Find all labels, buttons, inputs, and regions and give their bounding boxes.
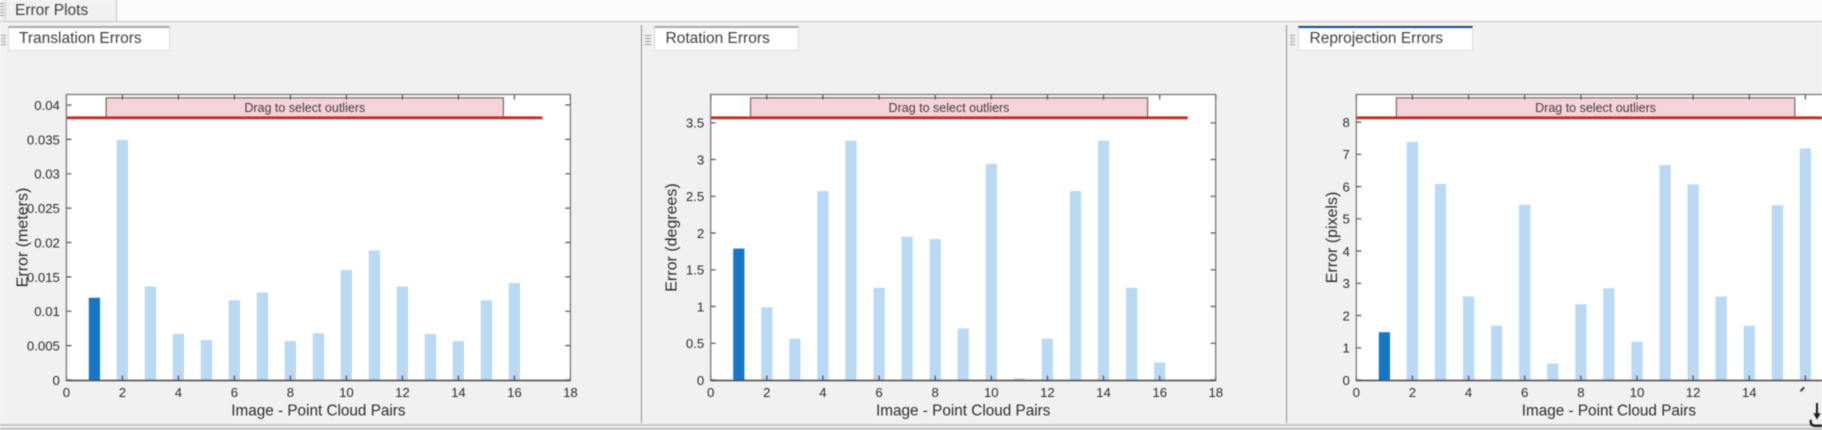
svg-text:0: 0 [1353,385,1360,400]
svg-text:2: 2 [763,385,770,400]
svg-text:0.5: 0.5 [686,336,704,351]
svg-text:3: 3 [697,152,704,167]
svg-text:2: 2 [119,385,126,400]
svg-text:6: 6 [1342,180,1349,195]
svg-text:2: 2 [1409,385,1416,400]
svg-text:0.015: 0.015 [27,270,60,285]
svg-text:16: 16 [507,385,522,400]
svg-text:8: 8 [287,385,294,400]
svg-text:18: 18 [563,385,578,400]
svg-text:0: 0 [1342,373,1349,388]
svg-text:Drag to select outliers: Drag to select outliers [244,101,365,115]
svg-text:0.03: 0.03 [34,167,60,182]
svg-text:2: 2 [697,226,704,241]
svg-text:0: 0 [63,385,70,400]
svg-text:4: 4 [1342,244,1349,259]
svg-text:6: 6 [875,385,882,400]
svg-text:Drag to select outliers: Drag to select outliers [1535,101,1656,115]
svg-text:18: 18 [1208,385,1223,400]
svg-text:0: 0 [697,373,704,388]
svg-text:Image - Point Cloud Pairs: Image - Point Cloud Pairs [1522,402,1697,419]
svg-text:14: 14 [451,385,466,400]
svg-text:8: 8 [932,385,939,400]
svg-text:Image - Point Cloud Pairs: Image - Point Cloud Pairs [876,402,1051,419]
svg-text:3: 3 [1342,276,1349,291]
svg-text:10: 10 [1630,385,1645,400]
svg-text:Error (meters): Error (meters) [14,188,31,288]
svg-text:2: 2 [1342,308,1349,323]
svg-text:0.005: 0.005 [27,339,60,354]
svg-text:Error (pixels): Error (pixels) [1324,192,1341,284]
svg-text:1.5: 1.5 [686,263,704,278]
svg-text:7: 7 [1342,147,1349,162]
svg-text:10: 10 [984,385,999,400]
svg-text:4: 4 [1465,385,1472,400]
svg-text:8: 8 [1342,115,1349,130]
svg-text:4: 4 [819,385,826,400]
svg-text:0.02: 0.02 [34,235,60,250]
svg-text:12: 12 [1686,385,1701,400]
svg-text:1: 1 [1342,341,1349,356]
svg-text:1: 1 [697,299,704,314]
svg-text:Image - Point Cloud Pairs: Image - Point Cloud Pairs [231,402,406,419]
svg-text:0: 0 [53,373,60,388]
svg-text:6: 6 [231,385,238,400]
svg-text:3.5: 3.5 [686,116,704,131]
svg-text:0.035: 0.035 [27,132,60,147]
svg-text:16: 16 [1152,385,1167,400]
svg-text:8: 8 [1577,385,1584,400]
svg-text:0.04: 0.04 [34,98,60,113]
svg-text:Error (degrees): Error (degrees) [664,183,681,291]
svg-text:Drag to select outliers: Drag to select outliers [889,101,1010,115]
svg-text:14: 14 [1096,385,1111,400]
svg-text:12: 12 [395,385,410,400]
svg-text:0.01: 0.01 [34,304,60,319]
svg-text:2.5: 2.5 [686,189,704,204]
svg-text:4: 4 [175,385,182,400]
svg-text:6: 6 [1521,385,1528,400]
svg-text:0.025: 0.025 [27,201,60,216]
svg-text:5: 5 [1342,212,1349,227]
svg-text:0: 0 [707,385,714,400]
svg-text:14: 14 [1742,385,1757,400]
svg-text:10: 10 [339,385,354,400]
svg-text:12: 12 [1040,385,1055,400]
